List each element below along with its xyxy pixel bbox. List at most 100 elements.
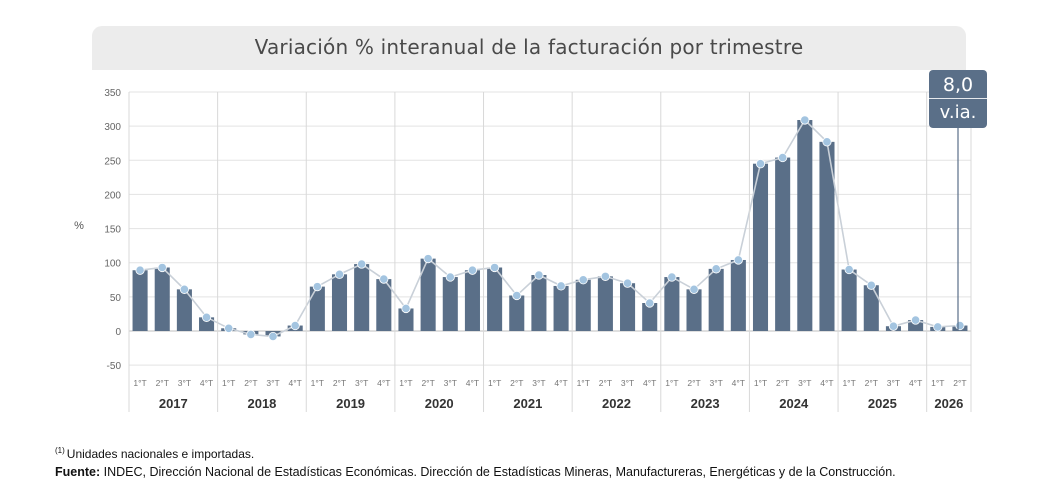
data-point	[578, 275, 588, 285]
bar	[509, 295, 525, 331]
year-label: 2022	[602, 396, 631, 411]
latest-value-callout: 8,0 v.ia.	[929, 70, 987, 128]
bar	[863, 285, 879, 331]
bar	[464, 270, 480, 331]
bar	[309, 286, 325, 331]
bar	[176, 289, 192, 331]
quarter-label: 2°T	[510, 378, 523, 388]
data-point	[689, 284, 699, 294]
quarter-label: 3°T	[887, 378, 900, 388]
quarter-label: 1°T	[222, 378, 235, 388]
data-point	[800, 115, 810, 125]
bar	[553, 285, 569, 331]
bar	[819, 141, 835, 331]
data-point	[600, 271, 610, 281]
data-point	[667, 272, 677, 282]
y-tick-label: 0	[115, 327, 121, 338]
data-point	[401, 303, 411, 314]
bar	[154, 267, 170, 331]
data-point	[755, 159, 766, 169]
quarter-label: 4°T	[554, 378, 567, 388]
year-label: 2026	[934, 396, 963, 411]
quarter-label: 3°T	[532, 378, 545, 388]
quarter-label: 2°T	[244, 378, 257, 388]
quarter-label: 4°T	[377, 378, 390, 388]
quarter-label: 2°T	[156, 378, 169, 388]
quarter-label: 3°T	[266, 378, 279, 388]
data-point	[911, 315, 921, 325]
quarter-label: 1°T	[488, 378, 501, 388]
bar	[597, 276, 613, 331]
quarter-label: 3°T	[798, 378, 811, 388]
data-point	[955, 320, 965, 331]
bar	[331, 274, 348, 331]
y-tick-labels: -50 0 50 100 150 200 250 300 350	[104, 88, 121, 372]
data-point	[135, 265, 145, 275]
bar	[797, 119, 813, 331]
year-label: 2021	[513, 396, 542, 411]
data-point	[556, 281, 566, 291]
quarter-label: 1°T	[754, 378, 767, 388]
data-point	[822, 137, 832, 147]
callout-divider	[929, 98, 987, 99]
quarter-label: 4°T	[732, 378, 745, 388]
data-point	[622, 278, 633, 288]
bar	[841, 269, 857, 331]
data-point	[512, 290, 522, 301]
bar	[775, 157, 791, 331]
quarter-label: 3°T	[178, 378, 191, 388]
data-point	[467, 265, 478, 275]
bar	[487, 267, 503, 331]
footnote-marker: (1)	[55, 446, 65, 455]
data-point	[268, 331, 278, 342]
data-point	[290, 320, 300, 331]
source-note: Fuente: INDEC, Dirección Nacional de Est…	[55, 465, 896, 479]
bar	[708, 268, 724, 331]
y-tick-label: -50	[107, 361, 122, 372]
data-point	[888, 321, 899, 331]
bar	[686, 289, 702, 331]
y-tick-label: 100	[104, 259, 121, 270]
quarter-label: 1°T	[311, 378, 324, 388]
quarter-label: 4°T	[466, 378, 479, 388]
bar	[398, 308, 414, 331]
data-point	[733, 255, 743, 265]
y-tick-label: 50	[110, 293, 122, 304]
data-point	[645, 298, 655, 308]
data-point	[201, 312, 212, 322]
bar-line-chart: -50 0 50 100 150 200 250 300 350 % 1°T 2°T 3°T 4°T 2…	[74, 88, 972, 412]
quarter-label: 4°T	[289, 378, 302, 388]
data-point	[379, 274, 389, 284]
y-tick-label: 150	[104, 225, 121, 236]
bar	[620, 283, 636, 331]
footnote: (1) Unidades nacionales e importadas.	[55, 446, 254, 461]
data-point	[224, 323, 234, 333]
source-text: INDEC, Dirección Nacional de Estadística…	[100, 465, 896, 479]
source-label: Fuente:	[55, 465, 101, 479]
bar	[199, 317, 215, 331]
chart-title-box: Variación % interanual de la facturación…	[92, 26, 966, 70]
quarter-label: 1°T	[931, 378, 944, 388]
bar	[132, 270, 148, 331]
bar	[575, 279, 591, 331]
y-tick-label: 300	[104, 122, 121, 133]
bar	[442, 277, 458, 331]
year-label: 2025	[868, 396, 897, 411]
quarter-label: 1°T	[577, 378, 590, 388]
quarter-label: 3°T	[444, 378, 457, 388]
quarter-label: 2°T	[776, 378, 789, 388]
year-label: 2024	[779, 396, 809, 411]
data-point	[844, 264, 854, 275]
bar	[420, 258, 436, 331]
bar	[642, 303, 658, 331]
quarter-label: 4°T	[643, 378, 656, 388]
y-tick-label: 250	[104, 156, 121, 167]
trend-points	[135, 115, 965, 342]
x-axis: 1°T 2°T 3°T 4°T 2017 1°T 2°T 3°T 4°T 2018 1°T 2°T 3°…	[128, 92, 972, 412]
year-label: 2023	[691, 396, 720, 411]
data-point	[312, 282, 322, 292]
callout-value: 8,0	[942, 74, 974, 96]
data-point	[423, 254, 433, 264]
data-point	[157, 262, 167, 273]
bar	[664, 277, 680, 331]
